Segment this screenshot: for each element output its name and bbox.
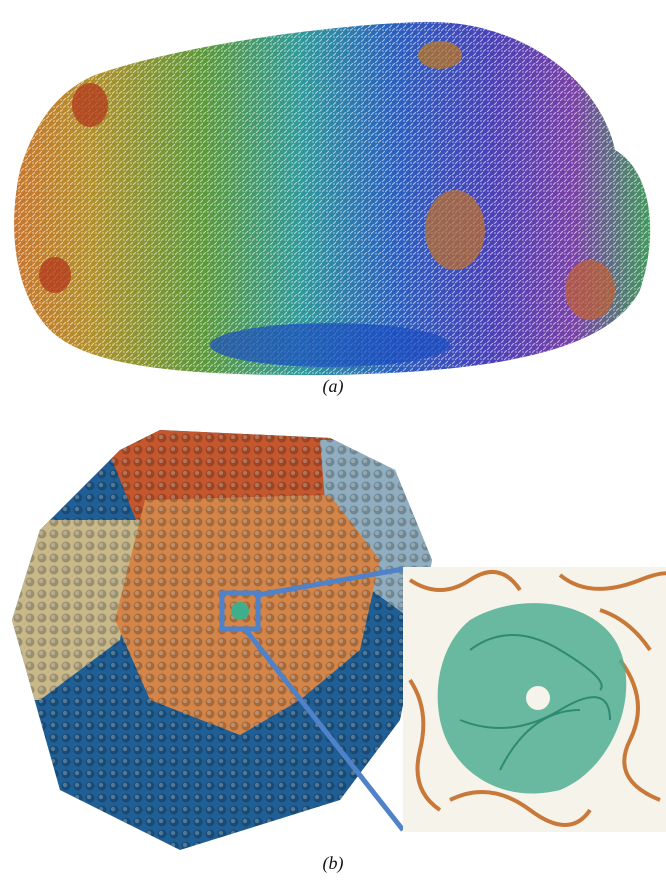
- texture: [14, 22, 650, 375]
- panel-b: (b): [0, 420, 666, 874]
- patch: [39, 257, 71, 293]
- page: {"panels": [{"caption": "(a)"}, {"captio…: [0, 0, 666, 880]
- highlight: [231, 602, 249, 620]
- pore: [526, 686, 550, 710]
- figure: (a): [0, 0, 666, 880]
- patch: [210, 323, 450, 367]
- patch: [418, 41, 462, 69]
- panel-a: (a): [14, 22, 650, 397]
- caption: (a): [323, 376, 344, 397]
- inset: [403, 567, 666, 832]
- patch: [425, 190, 485, 270]
- patch: [72, 83, 108, 127]
- caption: (b): [323, 853, 344, 874]
- patch: [565, 260, 615, 320]
